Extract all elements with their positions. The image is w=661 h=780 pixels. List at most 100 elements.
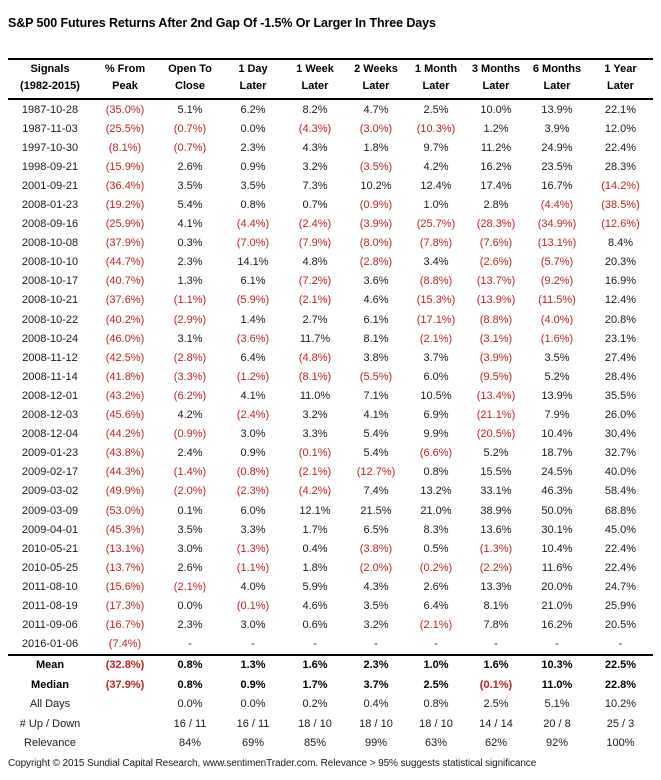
return-value-cell: 25.9% xyxy=(604,599,637,612)
signal-row: 2008-01-23 (19.2%) 5.4% 0.8% 0.7% (0.9%) 1.0% 2… xyxy=(8,195,653,214)
return-value-cell: 4.8% xyxy=(302,256,328,269)
return-value-cell: 16.9% xyxy=(604,275,637,288)
summary-label-cell: # Up / Down xyxy=(19,717,81,730)
signal-row: 2011-08-10 (15.6%) (2.1%) 4.0% 5.9% 4.3% 2.6% 1… xyxy=(8,577,653,596)
return-value-cell: 23.5% xyxy=(541,160,573,173)
return-value-cell: 20.5% xyxy=(604,619,637,632)
return-value-cell: (0.9%) xyxy=(173,428,207,441)
return-value-cell: 13.9% xyxy=(541,389,573,402)
signal-row: 2016-01-06 (7.4%) - - - - - - - - xyxy=(8,635,653,655)
column-header-5: 2 Weeks Later xyxy=(346,59,406,100)
return-value-cell: 68.8% xyxy=(604,504,637,517)
return-value-cell: 3.9% xyxy=(544,122,570,135)
signal-row: 1987-10-28 (35.0%) 5.1% 6.2% 8.2% 4.7% 2.5% 10.… xyxy=(8,99,653,119)
return-value-cell: (38.5%) xyxy=(601,199,640,212)
column-header-line: 2 Weeks xyxy=(354,63,398,75)
summary-row: Relevance 84% 69% 85% 99% 63% 62% 92% 100% xyxy=(8,733,653,752)
signal-row: 2008-10-24 (46.0%) 3.1% (3.6%) 11.7% 8.1% (2.1… xyxy=(8,329,653,348)
return-value-cell: 14.1% xyxy=(237,256,269,269)
summary-value-cell: 63% xyxy=(424,736,448,749)
column-header-0: Signals (1982-2015) xyxy=(8,59,92,100)
return-value-cell: 5.9% xyxy=(302,580,328,593)
return-value-cell: 35.5% xyxy=(604,389,637,402)
return-value-cell: 45.0% xyxy=(604,523,637,536)
page-title: S&P 500 Futures Returns After 2nd Gap Of… xyxy=(8,16,436,30)
column-header-1: % From Peak xyxy=(92,59,158,100)
return-value-cell: (1.6%) xyxy=(540,332,574,345)
return-value-cell: (2.9%) xyxy=(173,313,207,326)
return-value-cell: (17.3%) xyxy=(105,599,145,612)
return-value-cell: 1.3% xyxy=(177,275,203,288)
return-value-cell: 5.1% xyxy=(177,103,203,116)
signal-row: 2008-10-17 (40.7%) 1.3% 6.1% (7.2%) 3.6% (8.8%… xyxy=(8,272,653,291)
return-value-cell: 20.3% xyxy=(604,256,637,269)
return-value-cell: (49.9%) xyxy=(105,485,145,498)
return-value-cell: - xyxy=(555,638,559,651)
summary-value-cell: 100% xyxy=(606,736,635,749)
return-value-cell: 4.3% xyxy=(363,580,389,593)
return-value-cell: (13.9%) xyxy=(476,294,516,307)
return-value-cell: 0.0% xyxy=(177,599,203,612)
return-value-cell: 13.3% xyxy=(480,580,512,593)
summary-value-cell: 5.1% xyxy=(544,698,570,711)
return-value-cell: (15.3%) xyxy=(416,294,456,307)
return-value-cell: 4.0% xyxy=(240,580,266,593)
return-value-cell: - xyxy=(251,638,255,651)
return-value-cell: (41.8%) xyxy=(105,370,145,383)
column-header-line: Later xyxy=(301,80,329,92)
header-row: Signals (1982-2015) % From Peak Open To Close… xyxy=(8,59,653,100)
return-value-cell: (15.6%) xyxy=(105,580,145,593)
return-value-cell: 11.0% xyxy=(299,389,331,402)
return-value-cell: (0.7%) xyxy=(173,141,207,154)
return-value-cell: 2.6% xyxy=(177,160,203,173)
return-value-cell: (25.9%) xyxy=(105,218,145,231)
return-value-cell: (2.1%) xyxy=(173,580,207,593)
return-value-cell: (6.6%) xyxy=(419,447,453,460)
return-value-cell: (4.0%) xyxy=(540,313,574,326)
return-value-cell: (3.1%) xyxy=(479,332,513,345)
return-value-cell: 30.1% xyxy=(541,523,573,536)
signal-date-cell: 2008-10-21 xyxy=(21,294,79,307)
return-value-cell: (4.4%) xyxy=(236,218,270,231)
return-value-cell: 10.4% xyxy=(541,428,573,441)
signal-date-cell: 2001-09-21 xyxy=(21,179,79,192)
return-value-cell: 13.6% xyxy=(480,523,512,536)
summary-value-cell: 0.4% xyxy=(363,698,389,711)
signal-row: 2008-09-16 (25.9%) 4.1% (4.4%) (2.4%) (3.9%) (… xyxy=(8,215,653,234)
summary-value-cell: 0.8% xyxy=(158,653,222,676)
return-value-cell: (1.3%) xyxy=(236,542,270,555)
return-value-cell: 0.7% xyxy=(302,199,328,212)
return-value-cell: 2.3% xyxy=(177,256,203,269)
return-value-cell: (45.6%) xyxy=(105,409,145,422)
signal-row: 2008-12-01 (43.2%) (6.2%) 4.1% 11.0% 7.1% 10.5… xyxy=(8,386,653,405)
return-value-cell: (3.9%) xyxy=(479,351,513,364)
return-value-cell: (2.1%) xyxy=(298,294,332,307)
column-header-line: 1 Day xyxy=(238,63,268,75)
return-value-cell: 21.0% xyxy=(541,599,573,612)
summary-value-cell xyxy=(92,733,158,752)
return-value-cell: 0.8% xyxy=(240,199,266,212)
return-value-cell: 4.3% xyxy=(302,141,328,154)
column-header-3: 1 Day Later xyxy=(222,59,284,100)
signal-date-cell: 1998-09-21 xyxy=(21,160,79,173)
return-value-cell: 58.4% xyxy=(604,485,637,498)
return-value-cell: 6.9% xyxy=(423,409,449,422)
return-value-cell: (7.9%) xyxy=(298,237,332,250)
return-value-cell: 26.0% xyxy=(604,409,637,422)
summary-value-cell: 22.5% xyxy=(588,653,653,676)
summary-value-cell: 0.8% xyxy=(423,698,449,711)
signal-date-cell: 2008-12-01 xyxy=(21,389,79,402)
signal-row: 2008-12-03 (45.6%) 4.2% (2.4%) 3.2% 4.1% 6.9% (… xyxy=(8,406,653,425)
return-value-cell: 10.0% xyxy=(480,103,512,116)
return-value-cell: 6.4% xyxy=(240,351,266,364)
return-value-cell: (12.6%) xyxy=(601,218,640,231)
column-header-2: Open To Close xyxy=(158,59,222,100)
return-value-cell: (45.3%) xyxy=(105,523,145,536)
return-value-cell: 2.3% xyxy=(240,141,266,154)
return-value-cell: (44.7%) xyxy=(105,256,145,269)
table-header: Signals (1982-2015) % From Peak Open To Close… xyxy=(8,59,653,100)
signal-date-cell: 2008-12-04 xyxy=(21,428,79,441)
return-value-cell: (43.8%) xyxy=(105,447,145,460)
column-header-line: 1 Month xyxy=(414,63,458,75)
column-header-line: % From xyxy=(104,63,146,75)
